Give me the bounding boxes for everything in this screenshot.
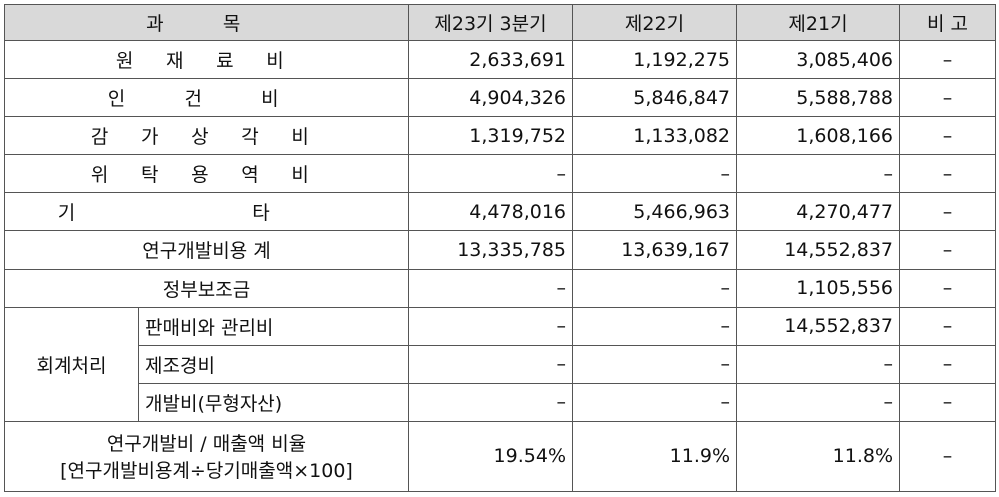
header-remark: 비 고 [899,3,996,42]
cell-y22: 1,133,082 [572,116,737,156]
row-label: 위 탁 용 역 비 [4,154,409,194]
cell-y22: 13,639,167 [572,230,737,270]
cell-remark: – [899,382,996,422]
cell-y22: – [572,306,737,346]
cell-y21: 3,085,406 [736,40,900,80]
cell-y22: – [572,382,737,422]
cell-y22: – [572,154,737,194]
row-label: 개발비(무형자산) [138,382,409,422]
cell-remark: – [899,344,996,384]
cell-y21: 1,608,166 [736,116,900,156]
header-q3: 제23기 3분기 [408,3,573,42]
table-row: 원 재 료 비 2,633,691 1,192,275 3,085,406 – [4,40,996,80]
table-row: 개발비(무형자산) – – – – [5,382,996,422]
cell-y21: 1,105,556 [736,268,900,308]
cell-y21: 11.8% [736,420,900,493]
table-row: 위 탁 용 역 비 – – – – [4,154,996,194]
cell-y22: – [572,268,737,308]
cell-q3: 2,633,691 [408,40,573,80]
ratio-label-line1: 연구개발비 / 매출액 비율 [106,433,307,456]
row-label: 감 가 상 각 비 [4,116,409,156]
cell-y21: 5,588,788 [736,78,900,118]
cell-y22: 1,192,275 [572,40,737,80]
cell-y22: 11.9% [572,420,737,493]
ratio-label-line2: [연구개발비용계÷당기매출액×100] [60,460,353,483]
cell-remark: – [899,192,996,232]
table-row: 연구개발비용 계 13,335,785 13,639,167 14,552,83… [4,230,996,270]
row-label: 기 타 [4,192,409,232]
table-row: 제조경비 – – – – [5,344,996,384]
row-label: 원 재 료 비 [4,40,409,80]
header-y21: 제21기 [736,3,900,42]
ratio-label: 연구개발비 / 매출액 비율 [연구개발비용계÷당기매출액×100] [4,420,409,493]
cell-remark: – [899,306,996,346]
cell-q3: 4,478,016 [408,192,573,232]
cell-remark: – [899,268,996,308]
rnd-expense-table: 과 목 제23기 3분기 제22기 제21기 비 고 원 재 료 비 2,633… [4,3,996,493]
table-row: 인 건 비 4,904,326 5,846,847 5,588,788 – [4,78,996,118]
cell-q3: 19.54% [408,420,573,493]
header-row: 과 목 제23기 3분기 제22기 제21기 비 고 [4,3,996,42]
cell-remark: – [899,230,996,270]
cell-y21: – [736,382,900,422]
cell-y22: – [572,344,737,384]
cell-q3: 13,335,785 [408,230,573,270]
cell-q3: 1,319,752 [408,116,573,156]
header-y22: 제22기 [572,3,737,42]
cell-remark: – [899,40,996,80]
cell-remark: – [899,154,996,194]
table-row: 회계처리 판매비와 관리비 – – 14,552,837 – [4,306,996,422]
table-row: 정부보조금 – – 1,105,556 – [4,268,996,308]
row-label: 제조경비 [138,344,409,384]
row-label: 인 건 비 [4,78,409,118]
ratio-row: 연구개발비 / 매출액 비율 [연구개발비용계÷당기매출액×100] 19.54… [4,420,996,493]
cell-remark: – [899,78,996,118]
cell-q3: – [408,154,573,194]
accounting-group-label: 회계처리 [4,306,139,422]
cell-y21: 4,270,477 [736,192,900,232]
row-label: 판매비와 관리비 [138,306,409,346]
cell-q3: 4,904,326 [408,78,573,118]
cell-q3: – [408,268,573,308]
cell-y21: – [736,344,900,384]
cell-y21: 14,552,837 [736,306,900,346]
table-row: 기 타 4,478,016 5,466,963 4,270,477 – [4,192,996,232]
cell-y21: – [736,154,900,194]
row-label: 정부보조금 [4,268,409,308]
cell-remark: – [899,116,996,156]
cell-y21: 14,552,837 [736,230,900,270]
table-row: 감 가 상 각 비 1,319,752 1,133,082 1,608,166 … [4,116,996,156]
cell-q3: – [408,306,573,346]
cell-y22: 5,846,847 [572,78,737,118]
cell-q3: – [408,382,573,422]
cell-remark: – [899,420,996,493]
cell-y22: 5,466,963 [572,192,737,232]
cell-q3: – [408,344,573,384]
row-label: 연구개발비용 계 [4,230,409,270]
header-item: 과 목 [4,3,409,42]
